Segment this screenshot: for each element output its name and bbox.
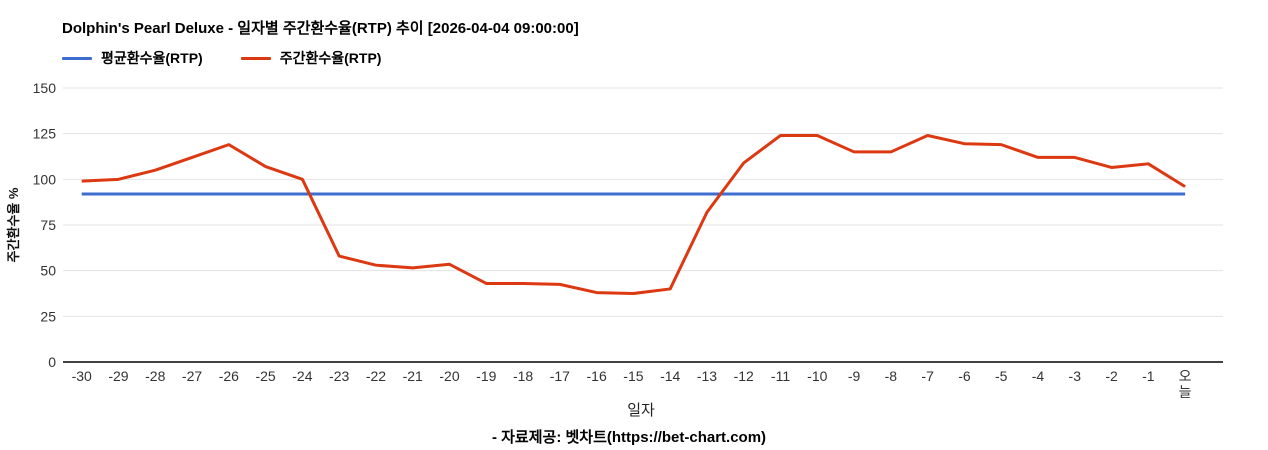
x-tick-label: -28 bbox=[145, 368, 165, 384]
x-tick-label: -26 bbox=[219, 368, 239, 384]
x-tick-label: -9 bbox=[848, 368, 861, 384]
x-tick-label: -4 bbox=[1032, 368, 1045, 384]
y-tick-label: 125 bbox=[33, 126, 57, 142]
x-tick-label: -29 bbox=[108, 368, 128, 384]
x-tick-label: -20 bbox=[439, 368, 459, 384]
x-tick-label: -12 bbox=[734, 368, 754, 384]
x-tick-label: -15 bbox=[623, 368, 643, 384]
legend-label-average-rtp: 평균환수율(RTP) bbox=[101, 50, 203, 66]
y-tick-label: 0 bbox=[48, 354, 56, 370]
chart-legend: 평균환수율(RTP) 주간환수율(RTP) bbox=[62, 48, 381, 68]
x-tick-label: -23 bbox=[329, 368, 349, 384]
x-tick-label: -22 bbox=[366, 368, 386, 384]
x-tick-label: -16 bbox=[587, 368, 607, 384]
x-tick-label: -5 bbox=[995, 368, 1008, 384]
x-axis-title: 일자 bbox=[627, 402, 655, 419]
y-tick-label: 25 bbox=[40, 308, 56, 324]
x-tick-label: -19 bbox=[476, 368, 496, 384]
y-axis-title: 주간환수율 % bbox=[6, 187, 21, 262]
legend-item-average-rtp: 평균환수율(RTP) bbox=[62, 48, 203, 68]
x-tick-label: -2 bbox=[1105, 368, 1118, 384]
grid-layer bbox=[63, 87, 1223, 363]
x-tick-label: -25 bbox=[255, 368, 275, 384]
average-rtp-line-swatch-icon bbox=[62, 56, 92, 60]
x-tick-label: -3 bbox=[1069, 368, 1082, 384]
x-tick-label: -8 bbox=[885, 368, 898, 384]
weekly-rtp-line bbox=[81, 133, 1186, 295]
x-tick-label: -24 bbox=[292, 368, 312, 384]
x-tick-label: -30 bbox=[72, 368, 92, 384]
y-tick-label: 50 bbox=[40, 263, 56, 279]
y-tick-label: 150 bbox=[33, 80, 57, 96]
x-tick-label: -7 bbox=[921, 368, 934, 384]
y-tick-label: 75 bbox=[40, 217, 56, 233]
x-tick-label: -17 bbox=[550, 368, 570, 384]
x-tick-label: -13 bbox=[697, 368, 717, 384]
series-layer bbox=[81, 133, 1186, 295]
x-tick-label: -14 bbox=[660, 368, 680, 384]
x-tick-label: -1 bbox=[1142, 368, 1155, 384]
data-source-credit: - 자료제공: 벳차트(https://bet-chart.com) bbox=[491, 429, 767, 446]
legend-item-weekly-rtp: 주간환수율(RTP) bbox=[240, 48, 382, 68]
x-tick-label: -27 bbox=[182, 368, 202, 384]
x-tick-label: -6 bbox=[958, 368, 971, 384]
x-tick-label: -11 bbox=[771, 368, 790, 384]
x-tick-label: -18 bbox=[513, 368, 533, 384]
x-tick-label: -21 bbox=[403, 368, 423, 384]
legend-label-weekly-rtp: 주간환수율(RTP) bbox=[279, 50, 382, 66]
y-tick-label: 100 bbox=[33, 171, 57, 187]
weekly-rtp-line-swatch-icon bbox=[240, 56, 271, 60]
tick-layer: 0 25 50 75 100 125 150 -30 -29 -28 -27 -26 -25 -24 -23… bbox=[33, 80, 1192, 400]
chart-title: Dolphin's Pearl Deluxe - 일자별 주간환수율(RTP) … bbox=[62, 20, 579, 37]
x-tick-label: -10 bbox=[807, 368, 827, 384]
